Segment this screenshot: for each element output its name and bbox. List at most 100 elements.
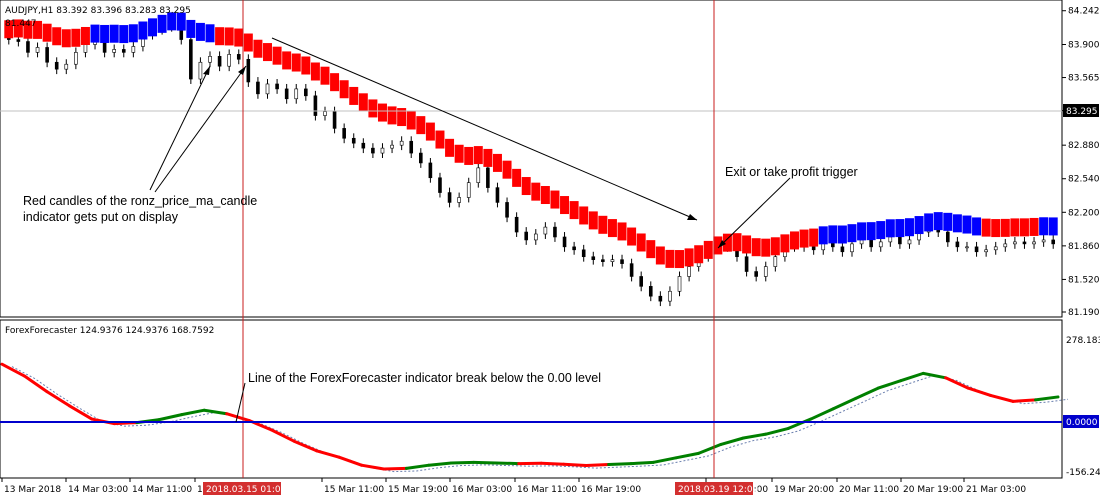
time-tick-label: 21 Mar 03:00 [966, 485, 1026, 495]
indicator-bar [502, 160, 512, 179]
candle-body [572, 246, 576, 251]
indicator-tick-label: -156.249 [1066, 468, 1100, 478]
candle-body [83, 44, 88, 53]
candle-body [1051, 239, 1056, 245]
indicator-axis: 278.1838 -156.249 [1066, 336, 1100, 478]
forecaster-signal-line [11, 366, 1069, 473]
candle-body [457, 197, 461, 203]
price-tick-label: 82.540 [1068, 175, 1100, 185]
candle-body [744, 256, 749, 272]
indicator-bar [837, 225, 847, 244]
candle-body [284, 88, 289, 100]
candle-body [16, 39, 21, 42]
forecaster-segment [989, 393, 1015, 403]
candle-body [984, 249, 988, 253]
time-tick-label: 16 Mar 11:00 [517, 485, 577, 495]
forecaster-segment [449, 460, 476, 465]
time-tick-label: 15 Mar 11:00 [324, 485, 384, 495]
indicator-bar [13, 19, 23, 38]
candle-body [533, 233, 538, 241]
indicator-bar [4, 20, 14, 39]
candle-body [74, 52, 78, 65]
indicator-bar [71, 28, 81, 47]
indicator-bar [904, 218, 914, 237]
indicator-bar [655, 246, 665, 265]
indicator-bar [742, 235, 752, 254]
price-tick-label: 81.190 [1068, 308, 1100, 318]
candle-body [294, 88, 299, 100]
indicator-bar [770, 237, 780, 256]
forecaster-segment [674, 451, 701, 460]
indicator-bar [167, 12, 177, 31]
forecaster-segment [786, 417, 813, 430]
indicator-bar [550, 190, 560, 209]
annotation-red-candles-1: Red candles of the ronz_price_ma_candle [23, 194, 257, 208]
forecaster-segment [292, 439, 319, 453]
candle-body [610, 259, 615, 262]
candle-body [859, 239, 864, 245]
indicator-bar [52, 27, 62, 46]
candle-body [227, 54, 231, 67]
price-axis: 84.24283.90083.56583.23082.88082.54082.2… [1062, 7, 1100, 318]
indicator-bar [234, 28, 244, 47]
zero-label-box [1063, 415, 1099, 428]
time-tick-label: 20 Mar 19:00 [903, 485, 963, 495]
annotation-exit-trigger: Exit or take profit trigger [725, 165, 858, 179]
indicator-bar [291, 53, 301, 72]
indicator-bar [1039, 217, 1049, 236]
candle-body [447, 192, 452, 203]
candle-body [648, 286, 653, 297]
indicator-bar [368, 99, 378, 118]
time-tick-label: 16 Mar 03:00 [452, 485, 512, 495]
forecaster-segment [944, 376, 970, 390]
indicator-bar [445, 138, 455, 157]
candle-body [840, 246, 845, 253]
candle-body [64, 63, 69, 70]
forecaster-segment [180, 408, 206, 417]
indicator-bar [857, 222, 867, 241]
forecaster-segment [607, 462, 633, 467]
indicator-bar [33, 20, 43, 39]
candle-body [850, 243, 854, 253]
indicator-bar [224, 27, 234, 46]
candle-body [217, 56, 222, 67]
forecaster-segment [899, 371, 925, 383]
candle-body [677, 276, 682, 292]
indicator-bar [195, 22, 205, 41]
candle-body [198, 61, 203, 80]
indicator-bar [713, 236, 723, 255]
indicator-bar [617, 222, 627, 241]
indicator-bar [933, 212, 943, 231]
candle-body [993, 246, 998, 251]
indicator-bar [665, 249, 675, 268]
indicator-bar [282, 51, 292, 70]
indicator-bar [243, 33, 253, 52]
candle-body [658, 295, 663, 302]
indicator-bar [818, 226, 828, 245]
indicator-bar [694, 245, 704, 264]
time-tick-label: 16 Mar 19:00 [581, 485, 641, 495]
candle-body [811, 246, 816, 251]
price-tick-label: 83.565 [1068, 74, 1100, 84]
candle-body [236, 54, 241, 60]
indicator-bar [186, 19, 196, 38]
candle-body [409, 140, 414, 154]
indicator-bar [646, 240, 656, 259]
indicator-bar [109, 24, 119, 43]
marker-label-box-1 [203, 482, 281, 495]
candle-body [476, 167, 481, 183]
marker-label-1: 2018.03.15 01:00 [206, 485, 287, 495]
indicator-bar [90, 24, 100, 43]
indicator-bar [972, 217, 982, 236]
indicator-bar [425, 122, 435, 141]
indicator-bar [263, 43, 272, 62]
forecaster-segment [359, 463, 386, 471]
indicator-bar [23, 20, 33, 39]
indicator-bar [952, 214, 962, 233]
candle-body [946, 231, 950, 243]
indicator-bar [1010, 218, 1020, 237]
candle-body [505, 202, 509, 218]
indicator-bar [80, 26, 90, 45]
forecaster-segment [494, 461, 521, 466]
